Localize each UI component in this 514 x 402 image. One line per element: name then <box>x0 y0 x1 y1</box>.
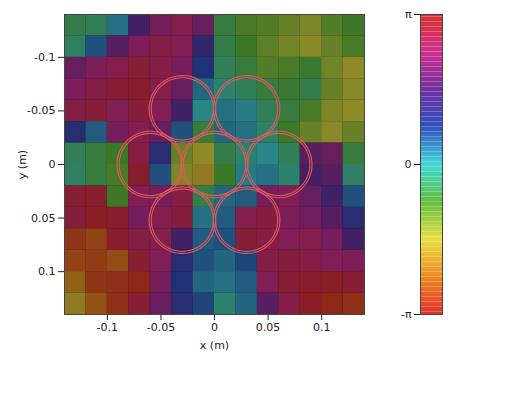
svg-text:-0.1: -0.1 <box>34 51 55 64</box>
svg-text:0: 0 <box>405 158 412 171</box>
svg-text:x (m): x (m) <box>200 339 229 352</box>
svg-text:0.1: 0.1 <box>313 321 331 334</box>
svg-text:-0.1: -0.1 <box>97 321 118 334</box>
svg-text:0.05: 0.05 <box>256 321 281 334</box>
svg-text:0.05: 0.05 <box>31 212 56 225</box>
svg-text:-0.05: -0.05 <box>147 321 175 334</box>
svg-text:π: π <box>405 8 412 21</box>
svg-text:-0.05: -0.05 <box>27 104 55 117</box>
svg-text:y (m): y (m) <box>16 150 29 179</box>
svg-text:-π: -π <box>401 308 412 321</box>
svg-text:0.1: 0.1 <box>38 265 56 278</box>
svg-text:0: 0 <box>49 158 56 171</box>
svg-text:0: 0 <box>211 321 218 334</box>
